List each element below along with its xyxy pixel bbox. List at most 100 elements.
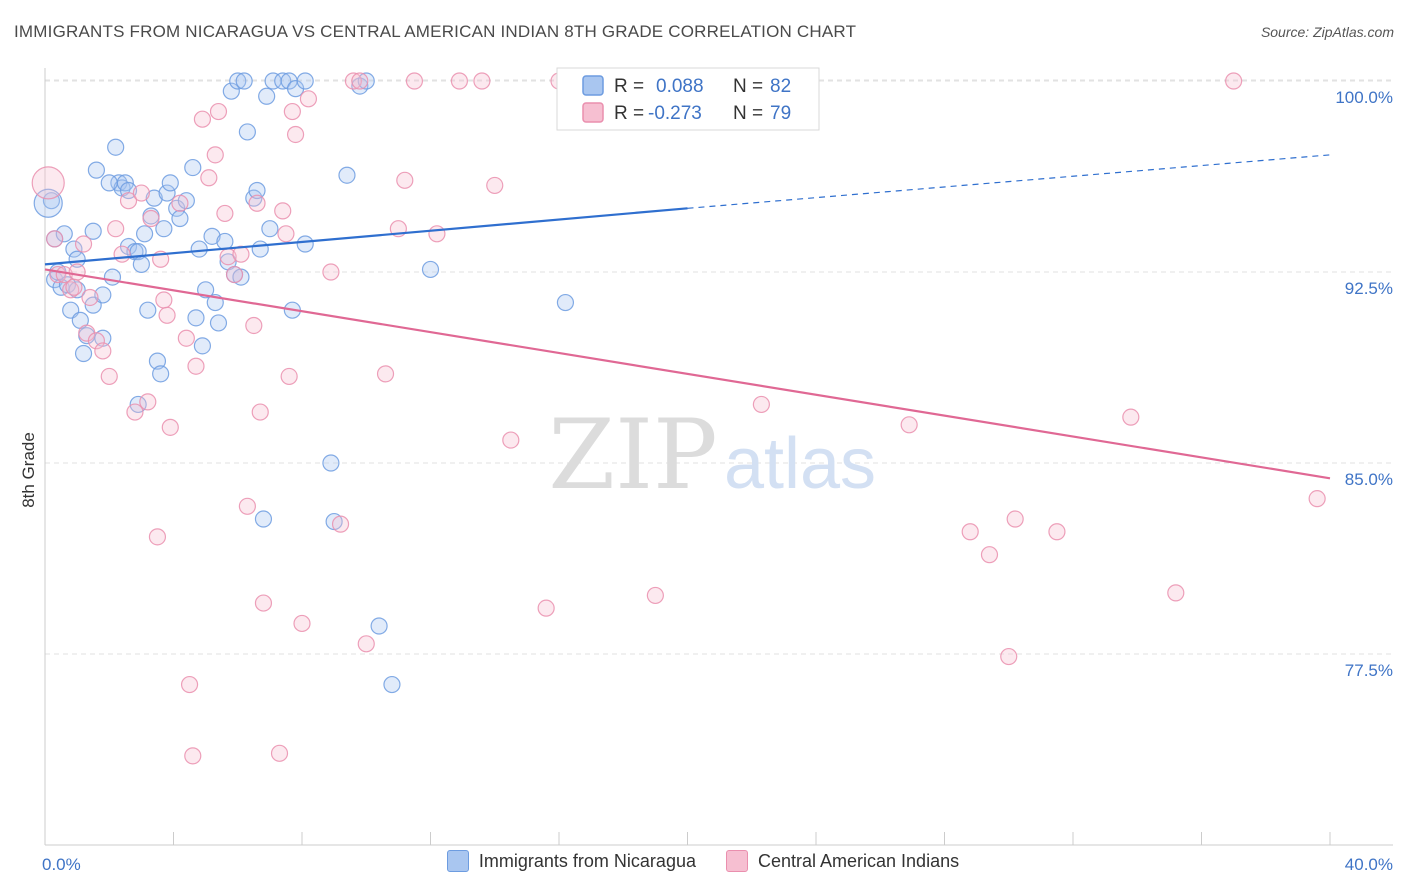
- point-central-american-indian: [193, 110, 212, 128]
- point-central-american-indian: [286, 125, 305, 144]
- point-nicaragua: [251, 240, 269, 258]
- legend-item-central-american-indians: Central American Indians: [725, 850, 960, 872]
- point-central-american-indian: [450, 72, 469, 90]
- trend-line-nicaragua-extrapolated: [687, 154, 1331, 209]
- y-tick-label: 92.5%: [1345, 279, 1393, 298]
- point-central-american-indian: [537, 599, 555, 617]
- point-central-american-indian: [1122, 408, 1140, 426]
- y-tick-label: 77.5%: [1345, 661, 1393, 680]
- point-nicaragua: [155, 220, 173, 238]
- point-nicaragua: [74, 344, 93, 363]
- point-central-american-indian: [200, 169, 218, 187]
- axes: [44, 68, 1393, 846]
- watermark-zip: ZIP: [548, 399, 717, 511]
- point-nicaragua: [357, 72, 375, 90]
- point-central-american-indian: [94, 342, 112, 360]
- point-central-american-indian: [142, 209, 160, 228]
- legend-label-nicaragua: Immigrants from Nicaragua: [478, 850, 696, 871]
- point-central-american-indian: [81, 288, 99, 307]
- point-nicaragua: [33, 188, 63, 218]
- point-central-american-indian: [254, 594, 273, 612]
- point-nicaragua: [248, 181, 266, 200]
- point-central-american-indian: [1048, 523, 1066, 541]
- point-nicaragua: [119, 181, 138, 200]
- watermark-atlas: atlas: [724, 424, 876, 504]
- point-nicaragua: [296, 235, 314, 253]
- point-central-american-indian: [277, 225, 295, 243]
- point-central-american-indian: [293, 614, 311, 633]
- point-nicaragua: [261, 220, 279, 238]
- point-central-american-indian: [31, 166, 65, 200]
- stats-legend-swatch-pink: [582, 102, 604, 123]
- point-nicaragua: [103, 268, 122, 286]
- point-central-american-indian: [351, 72, 369, 90]
- point-nicaragua: [421, 260, 440, 279]
- point-nicaragua: [107, 138, 125, 156]
- point-central-american-indian: [396, 171, 414, 189]
- trend-line-nicaragua: [44, 207, 688, 266]
- point-central-american-indian: [980, 546, 999, 564]
- y-tick-label: 100.0%: [1335, 88, 1393, 107]
- point-central-american-indian: [155, 291, 173, 309]
- point-central-american-indian: [206, 146, 224, 164]
- point-central-american-indian: [502, 431, 520, 449]
- legend-item-nicaragua: Immigrants from Nicaragua: [446, 850, 696, 872]
- point-central-american-indian: [187, 357, 205, 375]
- point-nicaragua: [171, 209, 189, 228]
- point-central-american-indian: [248, 194, 266, 212]
- point-nicaragua: [254, 510, 273, 528]
- point-nicaragua: [222, 82, 240, 100]
- point-nicaragua: [148, 352, 167, 370]
- point-central-american-indian: [752, 395, 770, 414]
- point-central-american-indian: [74, 235, 93, 253]
- point-central-american-indian: [107, 220, 125, 238]
- point-central-american-indian: [62, 281, 80, 299]
- legend-label-central-american-indians: Central American Indians: [757, 850, 960, 871]
- chart-title: IMMIGRANTS FROM NICARAGUA VS CENTRAL AME…: [14, 22, 857, 41]
- legend-swatch-blue: [446, 850, 469, 872]
- watermark: ZIP atlas: [548, 399, 876, 511]
- point-central-american-indian: [270, 744, 289, 762]
- point-central-american-indian: [68, 263, 86, 281]
- point-central-american-indian: [1308, 490, 1326, 508]
- point-nicaragua: [229, 72, 247, 90]
- stats-legend: R = 0.088 N = 82 R = -0.273 N = 79: [556, 67, 820, 131]
- point-central-american-indian: [376, 365, 395, 383]
- point-central-american-indian: [87, 332, 106, 350]
- point-central-american-indian: [148, 528, 167, 546]
- point-central-american-indian: [283, 102, 301, 121]
- point-nicaragua: [94, 286, 112, 304]
- point-central-american-indian: [1167, 584, 1185, 602]
- point-central-american-indian: [1225, 72, 1243, 90]
- point-nicaragua: [238, 123, 256, 141]
- point-nicaragua: [139, 301, 157, 319]
- point-central-american-indian: [322, 263, 340, 281]
- point-central-american-indian: [357, 635, 375, 653]
- point-nicaragua: [100, 174, 118, 192]
- point-nicaragua: [296, 72, 314, 90]
- point-central-american-indian: [132, 184, 150, 202]
- point-central-american-indian: [158, 306, 176, 324]
- point-nicaragua: [370, 617, 388, 635]
- point-nicaragua: [87, 161, 106, 179]
- point-nicaragua: [556, 293, 575, 312]
- tick-labels: 77.5% 85.0% 92.5% 100.0% 0.0% 40.0%: [42, 88, 1393, 874]
- stats-n-value-2: 79: [770, 103, 791, 124]
- point-nicaragua: [68, 281, 86, 299]
- y-tick-label: 85.0%: [1345, 470, 1393, 489]
- point-nicaragua: [203, 227, 221, 245]
- point-central-american-indian: [209, 102, 228, 121]
- point-nicaragua: [68, 250, 86, 268]
- point-nicaragua: [158, 184, 176, 202]
- point-central-american-indian: [126, 403, 144, 421]
- point-central-american-indian: [299, 90, 318, 108]
- legend-swatch-pink: [725, 850, 748, 872]
- point-central-american-indian: [473, 72, 491, 90]
- point-central-american-indian: [238, 497, 256, 515]
- point-central-american-indian: [46, 230, 64, 248]
- point-nicaragua: [132, 255, 150, 273]
- point-central-american-indian: [171, 194, 189, 212]
- x-tick-label: 0.0%: [42, 855, 81, 874]
- point-central-american-indian: [100, 367, 118, 386]
- stats-r-value-1: 0.088: [656, 76, 704, 97]
